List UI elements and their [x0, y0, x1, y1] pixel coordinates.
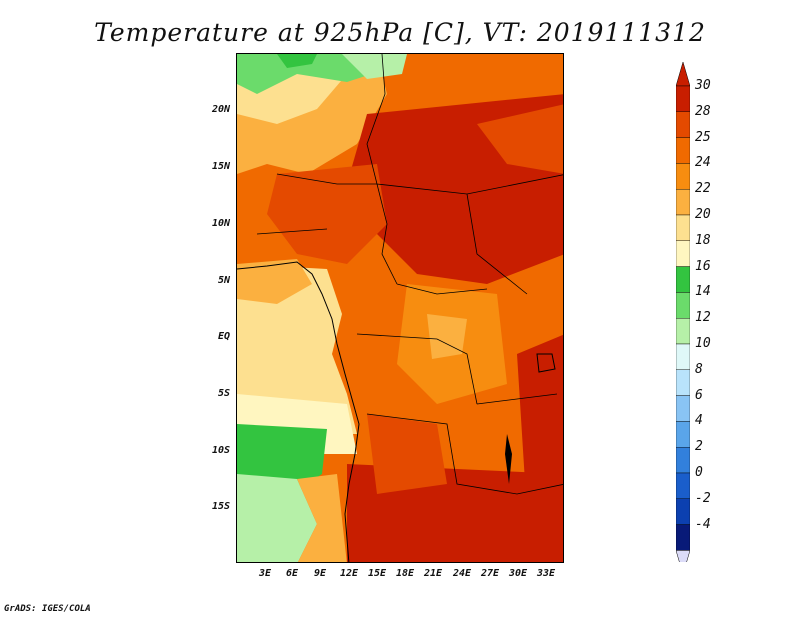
- lat-label-eq: EQ: [217, 331, 230, 342]
- colorbar-swatch: [676, 421, 690, 448]
- lon-label-21e: 21E: [423, 568, 443, 579]
- colorbar-level-label: 12: [695, 310, 711, 326]
- lat-label-5s: 5S: [217, 388, 230, 399]
- colorbar-level-label: 16: [695, 258, 711, 274]
- colorbar-swatch: [676, 111, 690, 138]
- country-borders: [256, 54, 563, 495]
- colorbar-swatch: [676, 524, 690, 551]
- region-congo-light: [427, 314, 467, 359]
- lake-tanganyika: [505, 434, 512, 484]
- lat-label-10s: 10S: [211, 445, 230, 456]
- colorbar-level-label: 8: [695, 361, 703, 377]
- region-sudan: [477, 104, 563, 174]
- lon-label-30e: 30E: [508, 568, 528, 579]
- lon-label-9e: 9E: [313, 568, 327, 579]
- colorbar-level-label: -2: [695, 490, 711, 506]
- region-westafrica-hot: [267, 164, 387, 264]
- colorbar-level-label: 20: [695, 207, 711, 222]
- colorbar-bottom-arrow: [676, 550, 690, 562]
- lon-label-15e: 15E: [367, 568, 387, 579]
- colorbar-level-label: 14: [695, 284, 711, 300]
- temperature-map: [236, 53, 564, 563]
- lon-label-6e: 6E: [285, 568, 299, 579]
- colorbar: [676, 62, 690, 562]
- region-sahara-green: [277, 54, 317, 68]
- map-title: Temperature at 925hPa [C], VT: 201911131…: [94, 18, 706, 47]
- region-namib-warm: [297, 474, 347, 562]
- colorbar-level-label: 18: [695, 232, 711, 248]
- lat-label-15n: 15N: [211, 161, 230, 172]
- colorbar-level-label: 6: [695, 387, 703, 403]
- colorbar-swatch: [676, 292, 690, 319]
- lat-label-15s: 15S: [211, 501, 230, 512]
- colorbar-swatch: [676, 343, 690, 370]
- colorbar-swatch: [676, 318, 690, 345]
- colorbar-swatch: [676, 137, 690, 164]
- colorbar-level-label: 28: [695, 103, 711, 119]
- coastline: [237, 261, 360, 562]
- lon-label-18e: 18E: [395, 568, 415, 579]
- lat-label-10n: 10N: [211, 218, 230, 229]
- lon-label-3e: 3E: [258, 568, 272, 579]
- colorbar-level-label: 25: [695, 129, 711, 145]
- colorbar-level-label: 10: [695, 336, 711, 351]
- lon-label-24e: 24E: [452, 568, 472, 579]
- colorbar-swatch: [676, 240, 690, 267]
- colorbar-level-label: 0: [695, 465, 703, 480]
- colorbar-level-label: 24: [695, 155, 711, 171]
- colorbar-level-label: 22: [695, 181, 711, 197]
- colorbar-swatch: [676, 266, 690, 293]
- colorbar-level-label: 2: [695, 439, 703, 455]
- colorbar-swatch: [676, 395, 690, 422]
- colorbar-level-label: 30: [695, 78, 711, 93]
- region-angola-interior: [367, 414, 447, 494]
- lake-victoria: [536, 353, 556, 373]
- colorbar-swatch: [676, 85, 690, 112]
- colorbar-top-arrow: [676, 62, 690, 87]
- lon-label-33e: 33E: [536, 568, 556, 579]
- colorbar-level-label: 4: [695, 413, 703, 429]
- region-angola-green: [237, 424, 327, 484]
- region-namibia-light: [237, 474, 317, 562]
- colorbar-swatch: [676, 472, 690, 499]
- colorbar-swatch: [676, 214, 690, 241]
- region-gulf-warm: [237, 259, 312, 304]
- colorbar-level-label: -4: [695, 516, 711, 532]
- colorbar-swatch: [676, 163, 690, 190]
- region-sahara-cool: [237, 54, 387, 94]
- grads-credit: GrADS: IGES/COLA: [4, 604, 91, 614]
- lon-label-12e: 12E: [339, 568, 359, 579]
- region-sahara-light: [342, 54, 407, 79]
- colorbar-swatch: [676, 498, 690, 525]
- colorbar-swatch: [676, 188, 690, 216]
- lat-label-20n: 20N: [211, 104, 230, 115]
- lat-label-5n: 5N: [217, 275, 230, 286]
- colorbar-swatch: [676, 369, 690, 396]
- lon-label-27e: 27E: [480, 568, 500, 579]
- colorbar-swatch: [676, 447, 690, 474]
